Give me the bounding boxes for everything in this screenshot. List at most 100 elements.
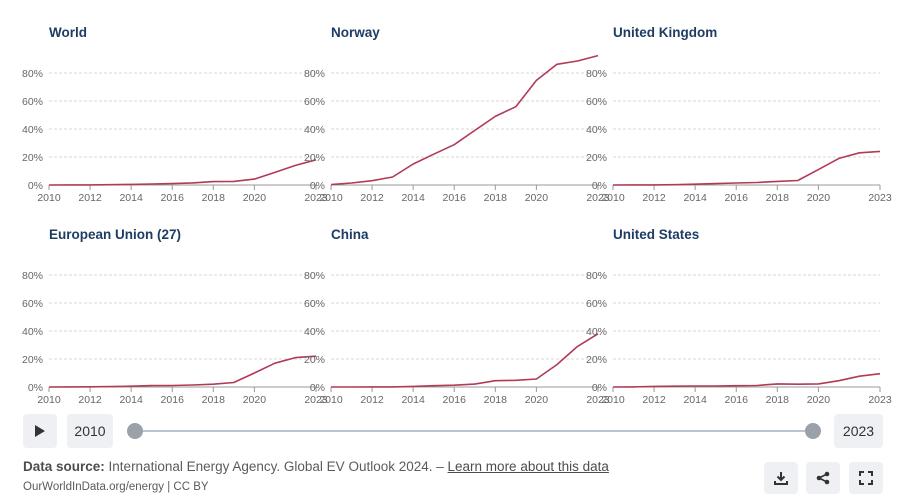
timeline-end-handle[interactable] <box>805 423 821 439</box>
x-tick-label: 2014 <box>119 192 143 204</box>
y-tick-label: 80% <box>586 68 607 80</box>
x-tick-label: 2018 <box>202 394 226 406</box>
series-line[interactable] <box>48 355 317 388</box>
download-button[interactable] <box>764 462 798 494</box>
y-tick-label: 20% <box>586 354 607 366</box>
y-tick-label: 0% <box>28 180 43 192</box>
y-tick-label: 60% <box>586 298 607 310</box>
x-tick-label: 2023 <box>586 192 610 204</box>
x-tick-label: 2012 <box>360 394 384 406</box>
y-tick-label: 0% <box>28 382 43 394</box>
y-tick-label: 80% <box>586 270 607 282</box>
x-tick-label: 2016 <box>161 394 185 406</box>
x-tick-label: 2014 <box>401 192 425 204</box>
learn-more-link[interactable]: Learn more about this data <box>447 459 609 474</box>
x-tick-label: 2023 <box>868 192 892 204</box>
y-tick-label: 60% <box>22 298 43 310</box>
y-tick-label: 20% <box>304 354 325 366</box>
series-line[interactable] <box>48 159 317 186</box>
y-tick-label: 0% <box>310 180 325 192</box>
chart-title: European Union (27) <box>49 227 181 242</box>
timeline-start-year[interactable]: 2010 <box>67 414 113 448</box>
x-tick-label: 2016 <box>725 192 749 204</box>
x-tick-label: 2012 <box>642 394 666 406</box>
x-tick-label: 2018 <box>484 394 508 406</box>
y-tick-label: 40% <box>22 326 43 338</box>
x-tick-label: 2016 <box>443 394 467 406</box>
chart-title: United Kingdom <box>613 25 717 40</box>
y-tick-label: 80% <box>304 68 325 80</box>
y-tick-label: 60% <box>304 96 325 108</box>
chart-title: World <box>49 25 87 40</box>
y-tick-label: 40% <box>304 326 325 338</box>
timeline-start-handle[interactable] <box>127 423 143 439</box>
timeline-track[interactable] <box>135 430 813 432</box>
x-tick-label: 2018 <box>202 192 226 204</box>
share-button[interactable] <box>806 462 840 494</box>
x-tick-label: 2014 <box>401 394 425 406</box>
x-tick-label: 2014 <box>683 394 707 406</box>
x-tick-label: 2010 <box>319 394 343 406</box>
x-tick-label: 2020 <box>525 192 549 204</box>
y-tick-label: 20% <box>304 152 325 164</box>
y-tick-label: 40% <box>22 124 43 136</box>
x-tick-label: 2012 <box>78 394 102 406</box>
series-line[interactable] <box>330 54 599 186</box>
fullscreen-icon <box>859 471 873 485</box>
series-line[interactable] <box>331 333 599 388</box>
y-tick-label: 0% <box>592 180 607 192</box>
x-tick-label: 2012 <box>360 192 384 204</box>
y-tick-label: 40% <box>304 124 325 136</box>
x-tick-label: 2016 <box>161 192 185 204</box>
x-tick-label: 2020 <box>243 192 267 204</box>
x-tick-label: 2020 <box>807 192 831 204</box>
fullscreen-button[interactable] <box>849 462 883 494</box>
y-tick-label: 80% <box>22 68 43 80</box>
data-source-text: International Energy Agency. Global EV O… <box>108 459 444 474</box>
y-tick-label: 80% <box>304 270 325 282</box>
y-tick-label: 60% <box>586 96 607 108</box>
data-source-label: Data source: <box>23 459 105 474</box>
play-icon <box>35 425 45 437</box>
x-tick-label: 2010 <box>601 394 625 406</box>
x-tick-label: 2020 <box>243 394 267 406</box>
share-icon <box>816 471 830 485</box>
x-tick-label: 2012 <box>642 192 666 204</box>
y-tick-label: 60% <box>22 96 43 108</box>
x-tick-label: 2010 <box>319 192 343 204</box>
x-tick-label: 2014 <box>119 394 143 406</box>
data-source: Data source: International Energy Agency… <box>23 459 609 474</box>
x-tick-label: 2010 <box>601 192 625 204</box>
x-tick-label: 2018 <box>766 394 790 406</box>
x-tick-label: 2018 <box>766 192 790 204</box>
x-tick-label: 2018 <box>484 192 508 204</box>
x-tick-label: 2010 <box>37 192 61 204</box>
x-tick-label: 2010 <box>37 394 61 406</box>
y-tick-label: 0% <box>592 382 607 394</box>
y-tick-label: 20% <box>22 152 43 164</box>
x-tick-label: 2014 <box>683 192 707 204</box>
timeline-end-year[interactable]: 2023 <box>834 414 883 448</box>
play-button[interactable] <box>23 414 57 448</box>
y-tick-label: 60% <box>304 298 325 310</box>
y-tick-label: 20% <box>586 152 607 164</box>
x-tick-label: 2012 <box>78 192 102 204</box>
x-tick-label: 2020 <box>807 394 831 406</box>
y-tick-label: 20% <box>22 354 43 366</box>
x-tick-label: 2023 <box>586 394 610 406</box>
x-tick-label: 2023 <box>304 394 328 406</box>
y-tick-label: 40% <box>586 326 607 338</box>
x-tick-label: 2020 <box>525 394 549 406</box>
download-icon <box>774 472 788 485</box>
x-tick-label: 2023 <box>304 192 328 204</box>
y-tick-label: 80% <box>22 270 43 282</box>
small-multiples-chart: World 0% 20% 40% 60% 80% 2010 2012 2014 2016 2018 2… <box>22 25 892 406</box>
series-line[interactable] <box>612 150 881 186</box>
x-tick-label: 2016 <box>725 394 749 406</box>
x-tick-label: 2023 <box>868 394 892 406</box>
timeline-control: 2010 2023 <box>23 414 883 448</box>
y-tick-label: 40% <box>586 124 607 136</box>
x-tick-label: 2016 <box>443 192 467 204</box>
series-line[interactable] <box>612 372 881 388</box>
chart-title: Norway <box>331 25 380 40</box>
